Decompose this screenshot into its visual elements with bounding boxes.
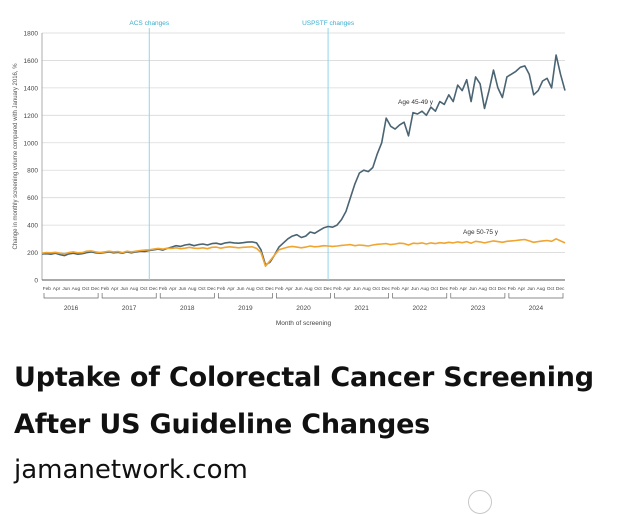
x-month-label: Dec (382, 286, 391, 292)
y-tick-label-1200: 1200 (24, 113, 39, 120)
y-tick-label-200: 200 (27, 250, 38, 257)
x-month-label: Feb (159, 286, 168, 292)
y-tick-label-600: 600 (27, 195, 38, 202)
y-axis-label: Change in monthly screening volume compa… (13, 63, 19, 250)
x-month-label: Oct (372, 286, 380, 292)
chart-area: 0 200 400 600 800 1000 1200 1400 1600 1800 Change … (13, 20, 566, 327)
year-bracket-2022 (392, 293, 448, 299)
x-year-label-2020: 2020 (296, 305, 311, 312)
line-chart: 0 200 400 600 800 1000 1200 1400 1600 1800 Change … (13, 20, 566, 327)
x-month-label: Dec (91, 286, 100, 292)
x-month-label: Oct (314, 286, 322, 292)
x-month-label: Aug (304, 286, 313, 292)
x-month-label: Jun (237, 286, 245, 292)
x-month-label: Dec (556, 286, 565, 292)
x-month-label: Feb (449, 286, 458, 292)
x-month-label: Aug (246, 286, 255, 292)
x-month-label: Apr (401, 286, 409, 292)
x-month-label: Oct (82, 286, 90, 292)
x-month-label: Aug (478, 286, 487, 292)
x-month-label: Jun (62, 286, 70, 292)
x-month-label: Jun (353, 286, 361, 292)
x-month-label: Feb (43, 286, 52, 292)
x-year-label-2018: 2018 (180, 305, 195, 312)
headline-line-1: Uptake of Colorectal Cancer Screening (14, 362, 594, 393)
x-month-label: Oct (140, 286, 148, 292)
x-month-label: Jun (411, 286, 419, 292)
x-month-label: Oct (489, 286, 497, 292)
x-month-label: Feb (333, 286, 342, 292)
x-month-label: Dec (149, 286, 158, 292)
x-month-label: Aug (362, 286, 371, 292)
x-month-label: Dec (498, 286, 507, 292)
circle-icon (468, 490, 492, 514)
x-month-label: Feb (391, 286, 400, 292)
x-month-label: Jun (527, 286, 535, 292)
x-month-label: Oct (431, 286, 439, 292)
x-month-label: Jun (295, 286, 303, 292)
series-line-1 (41, 238, 566, 268)
year-bracket-2017 (101, 293, 157, 299)
x-month-label: Oct (198, 286, 206, 292)
y-tick-label-1600: 1600 (24, 58, 39, 65)
series-label-0: Age 45-49 y (398, 99, 434, 106)
x-month-label: Apr (169, 286, 177, 292)
x-month-label: Apr (460, 286, 468, 292)
x-month-label: Jun (120, 286, 128, 292)
x-month-label: Aug (420, 286, 429, 292)
year-bracket-2021 (334, 293, 390, 299)
x-year-label-2024: 2024 (529, 305, 544, 312)
x-year-label-2016: 2016 (64, 305, 79, 312)
x-month-label: Dec (265, 286, 274, 292)
x-month-label: Jun (469, 286, 477, 292)
year-bracket-2019 (217, 293, 273, 299)
year-bracket-2024 (508, 293, 564, 299)
x-month-label: Feb (508, 286, 517, 292)
x-month-label: Oct (547, 286, 555, 292)
x-month-label: Apr (53, 286, 61, 292)
year-bracket-2020 (276, 293, 331, 299)
y-tick-label-1000: 1000 (24, 140, 39, 147)
y-tick-label-800: 800 (27, 168, 38, 175)
x-month-label: Aug (188, 286, 197, 292)
annotation-label-1: USPSTF changes (302, 20, 355, 27)
x-month-label: Feb (217, 286, 226, 292)
x-axis-label: Month of screening (276, 320, 332, 327)
y-tick-label-1800: 1800 (24, 31, 39, 38)
x-month-label: Apr (285, 286, 293, 292)
x-year-label-2021: 2021 (354, 305, 369, 312)
y-tick-label-400: 400 (27, 223, 38, 230)
x-month-label: Dec (207, 286, 216, 292)
x-month-label: Aug (537, 286, 546, 292)
year-bracket-2016 (43, 293, 99, 299)
x-month-label: Jun (179, 286, 187, 292)
x-year-label-2019: 2019 (238, 305, 253, 312)
x-year-label-2023: 2023 (471, 305, 486, 312)
x-month-label: Apr (518, 286, 526, 292)
x-month-label: Aug (130, 286, 139, 292)
x-month-label: Dec (323, 286, 332, 292)
headline-line-2: After US Guideline Changes (14, 409, 431, 440)
x-month-label: Apr (227, 286, 235, 292)
y-tick-label-0: 0 (34, 278, 38, 285)
source-domain: jamanetwork.com (14, 455, 248, 485)
series-label-1: Age 50-75 y (463, 229, 499, 236)
x-month-label: Aug (72, 286, 81, 292)
y-tick-label-1400: 1400 (24, 85, 39, 92)
x-year-label-2017: 2017 (122, 305, 137, 312)
x-year-label-2022: 2022 (412, 305, 427, 312)
year-bracket-2023 (450, 293, 506, 299)
x-month-label: Feb (275, 286, 284, 292)
x-month-label: Apr (343, 286, 351, 292)
x-month-label: Oct (256, 286, 264, 292)
year-bracket-2018 (159, 293, 215, 299)
x-month-label: Dec (440, 286, 449, 292)
x-month-label: Apr (111, 286, 119, 292)
x-month-label: Feb (101, 286, 110, 292)
annotation-label-0: ACS changes (129, 20, 169, 27)
